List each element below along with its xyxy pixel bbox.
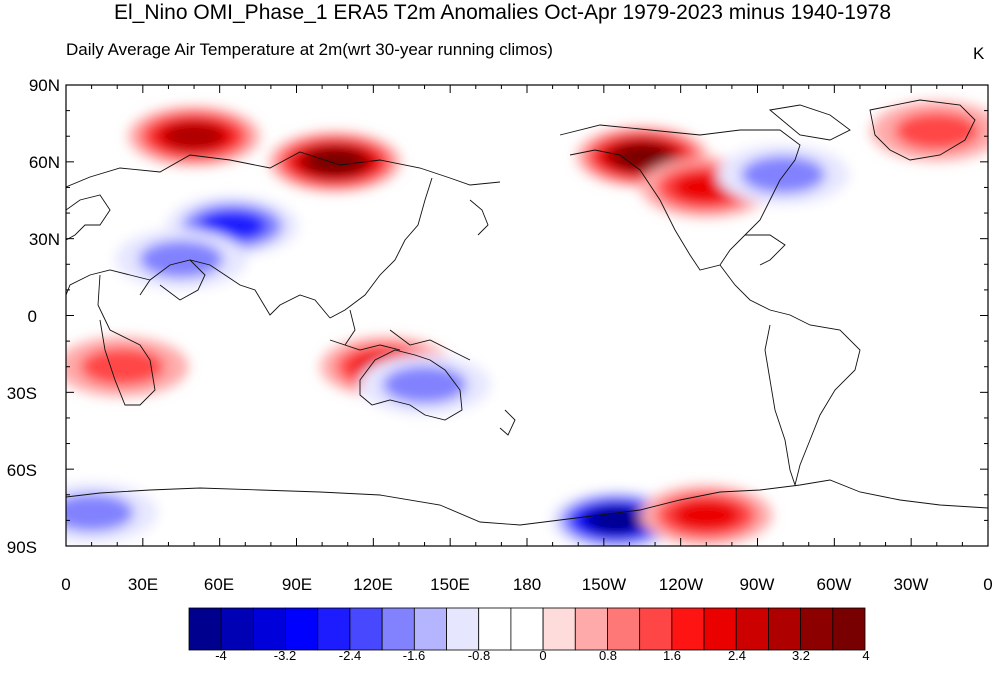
anomaly-contour: [66, 493, 134, 532]
coastlines: [66, 99, 988, 526]
anomaly-contour: [164, 122, 225, 150]
units-label: K: [973, 44, 985, 63]
lat-label: 90S: [7, 538, 37, 557]
colorbar-swatch: [607, 607, 641, 651]
anomaly-contour: [741, 155, 826, 194]
colorbar-label: -2.4: [339, 648, 361, 663]
colorbar-swatch: [446, 607, 480, 651]
anomaly-contour: [139, 240, 224, 279]
anomaly-contour: [307, 149, 363, 175]
lat-label: 30N: [29, 230, 60, 249]
axis-ticks: [65, 84, 989, 547]
anomaly-contour: [589, 507, 645, 533]
colorbar-label: 2.4: [728, 648, 746, 663]
colorbar-label: -3.2: [274, 648, 296, 663]
colorbar-swatch: [768, 607, 802, 651]
colorbar-swatch: [574, 607, 608, 651]
colorbar-label: 1.6: [663, 648, 681, 663]
lat-label: 90N: [29, 76, 60, 95]
colorbar-label: -4: [215, 648, 227, 663]
lon-label: 180: [513, 575, 541, 594]
lon-label: 150E: [430, 575, 470, 594]
lon-label: 60W: [817, 575, 852, 594]
lat-label: 60S: [7, 461, 37, 480]
map-title: El_Nino OMI_Phase_1 ERA5 T2m Anomalies O…: [113, 1, 892, 24]
colorbar-swatch: [349, 607, 383, 651]
lat-label: 30S: [7, 384, 37, 403]
colorbar-swatch: [413, 607, 447, 651]
colorbar-swatch: [703, 607, 737, 651]
anomaly-map: 90N 60N 30N 0 30S 60S 90S 0 30E 60E 90E …: [7, 76, 993, 663]
lat-label: 0: [28, 307, 37, 326]
lon-label: 120W: [659, 575, 703, 594]
colorbar-swatch: [832, 607, 866, 651]
anomaly-contour: [80, 347, 165, 386]
lon-label: 60E: [204, 575, 234, 594]
plot-frame: [65, 84, 989, 547]
colorbar-swatch: [220, 607, 254, 651]
lon-label: 0: [61, 575, 70, 594]
colorbar-swatch: [381, 607, 415, 651]
colorbar-swatch: [800, 607, 834, 651]
colorbar-label: -0.8: [468, 648, 490, 663]
lon-label: 90W: [740, 575, 775, 594]
colorbar-swatch: [735, 607, 769, 651]
anomaly-contour: [894, 112, 979, 151]
colorbar-swatch: [252, 607, 286, 651]
lon-label: 150W: [582, 575, 626, 594]
colorbar-label: 0: [539, 648, 546, 663]
colorbar-swatch: [285, 607, 319, 651]
anomaly-contour: [672, 499, 741, 531]
lon-label: 30E: [128, 575, 158, 594]
lon-label: 120E: [353, 575, 393, 594]
colorbar-swatch: [188, 607, 222, 651]
colorbar-swatch: [671, 607, 705, 651]
colorbar-label: 0.8: [599, 648, 617, 663]
colorbar-swatch: [542, 607, 576, 651]
lat-label: 60N: [29, 153, 60, 172]
colorbar-swatch: [317, 607, 351, 651]
anomaly-contour: [614, 144, 670, 170]
lon-label: 0: [983, 575, 992, 594]
colorbar-label: -1.6: [403, 648, 425, 663]
colorbar-swatch: [510, 607, 544, 651]
anomaly-contour: [382, 365, 467, 404]
lon-label: 30W: [894, 575, 929, 594]
colorbar-label: 4: [862, 648, 869, 663]
colorbar-swatch: [639, 607, 673, 651]
colorbar-swatch: [478, 607, 512, 651]
lon-label: 90E: [282, 575, 312, 594]
anomaly-field: [66, 101, 988, 546]
colorbar: [188, 607, 866, 651]
map-subtitle: Daily Average Air Temperature at 2m(wrt …: [66, 40, 553, 59]
colorbar-label: 3.2: [792, 648, 810, 663]
